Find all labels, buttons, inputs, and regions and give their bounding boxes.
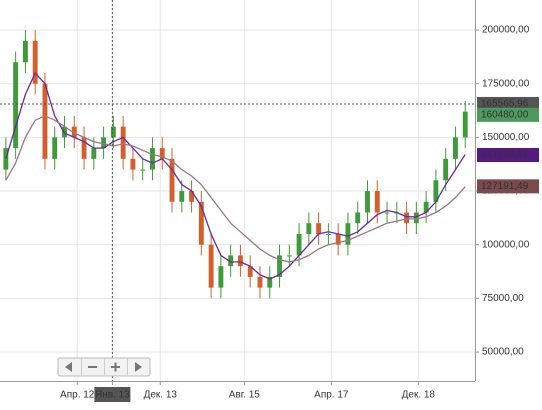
moving-average [5, 115, 466, 263]
candle-body [159, 148, 165, 159]
x-tick-label: Апр. 17 [314, 390, 349, 401]
grid [0, 0, 475, 381]
candle-body [32, 40, 38, 84]
y-tick-label: 200000,00 [482, 25, 530, 36]
candle-body [355, 212, 361, 224]
candle-body [374, 191, 380, 213]
axes: 50000,0075000,00100000,00125000,00150000… [60, 25, 539, 402]
candle-body [179, 191, 185, 202]
candle-body [325, 233, 331, 235]
candle-body [306, 223, 312, 234]
plot [0, 0, 475, 381]
candle-body [257, 276, 263, 288]
x-tick-label: Авг. 15 [229, 390, 261, 401]
navigation [57, 357, 151, 377]
crosshair-x-label-bg [94, 387, 131, 402]
candle-body [101, 137, 107, 149]
nav-left-icon [65, 362, 72, 372]
y-tick-label: 100000,00 [482, 239, 530, 250]
x-tick-label: Дек. 18 [402, 390, 436, 401]
candle-body [345, 223, 351, 245]
price-label: 160480,00 [481, 110, 529, 121]
candle-body [453, 137, 458, 159]
price-label: 141788,61 [481, 150, 529, 161]
x-tick-label: Янв. 13 [95, 390, 130, 401]
candle-body [384, 212, 390, 214]
price-label-bg [477, 179, 539, 194]
candle-body [42, 83, 48, 159]
nav-right-icon [135, 362, 142, 372]
candle-body [91, 148, 97, 159]
candle-body [218, 266, 224, 288]
price-label-bg [477, 148, 539, 163]
price-label-bg [477, 96, 539, 111]
price-label-bg [477, 107, 539, 122]
zoom-in-icon [111, 362, 120, 372]
candle-body [462, 111, 468, 138]
nav-right[interactable] [127, 358, 150, 376]
candle-body [433, 180, 439, 202]
candle-body [404, 212, 410, 224]
candle-body [228, 255, 234, 267]
x-tick-label: Апр. 12 [60, 390, 95, 401]
y-tick-label: 50000,00 [482, 347, 524, 358]
y-tick-label: 150000,00 [482, 132, 530, 143]
candle-body [71, 126, 77, 138]
candle-body [169, 158, 175, 202]
candle-body [120, 126, 126, 159]
y-tick-label: 75000,00 [482, 293, 524, 304]
candle-body [237, 255, 243, 267]
candle-body [296, 233, 302, 256]
candle-body [13, 62, 19, 149]
candle-body [423, 201, 429, 213]
candle-body [365, 191, 370, 213]
candle-body [150, 148, 155, 170]
zoom-in[interactable] [104, 358, 127, 376]
candle-body [277, 255, 282, 277]
candle-body [267, 276, 273, 288]
x-tick-label: Дек. 13 [144, 390, 178, 401]
candle-body [335, 233, 341, 245]
candle-body [198, 201, 204, 245]
candle-body [247, 266, 253, 277]
candle-body [110, 126, 116, 138]
candle-body [22, 40, 28, 63]
candle-body [130, 158, 136, 170]
candle-body [316, 223, 322, 234]
candle-body [208, 244, 214, 288]
y-tick-label: 175000,00 [482, 78, 530, 89]
candle-body [413, 212, 419, 224]
nav-left[interactable] [58, 358, 81, 376]
price-label: 127191,49 [481, 181, 529, 192]
candle-body [52, 137, 58, 159]
candle-body [140, 169, 146, 171]
candle-body [3, 148, 9, 170]
candle-body [189, 191, 195, 202]
candle-body [286, 255, 292, 257]
candle-body [443, 158, 449, 181]
moving-average [5, 71, 466, 280]
candle-body [81, 137, 87, 159]
price-label: 165565,96 [481, 99, 529, 110]
zoom-out[interactable] [81, 358, 104, 376]
